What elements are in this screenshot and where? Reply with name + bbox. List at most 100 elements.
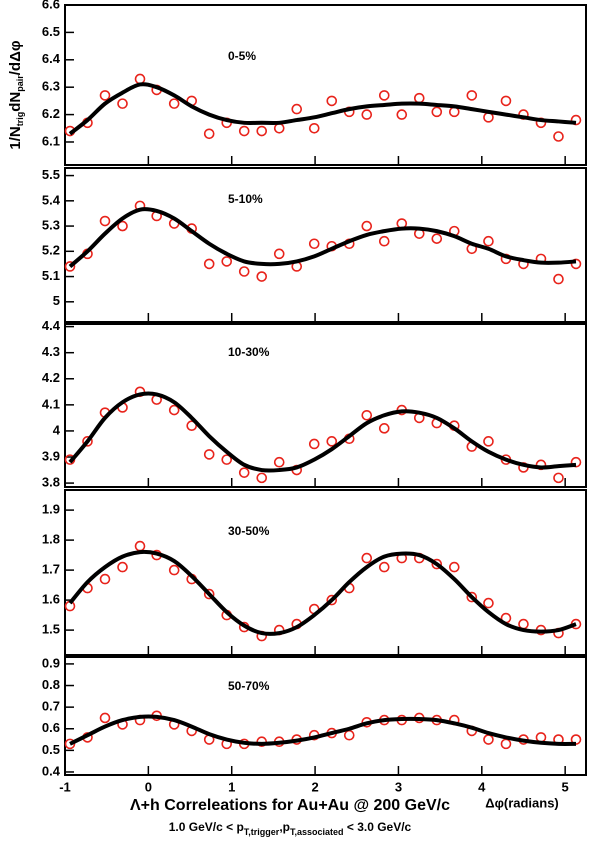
data-point (82, 436, 93, 447)
x-tick-label: 1 (228, 779, 235, 794)
subtitle-part: 1.0 GeV/c < p (169, 820, 244, 834)
data-point (117, 220, 128, 232)
y-tick-label: 1.6 (42, 592, 60, 607)
data-point (273, 456, 285, 468)
data-point (221, 454, 233, 465)
fit-curve (68, 549, 577, 636)
data-point (117, 561, 128, 573)
y-tick-label: 5.4 (42, 192, 61, 207)
data-point (343, 729, 355, 741)
data-point (308, 438, 320, 450)
data-point (483, 235, 494, 247)
data-point (483, 597, 494, 609)
data-point (256, 736, 268, 748)
y-tick-label: 0.5 (42, 742, 60, 757)
data-point (238, 266, 250, 277)
data-point (431, 106, 443, 118)
data-point (238, 125, 250, 137)
data-point (326, 594, 338, 606)
data-point (221, 256, 233, 267)
fit-curve (68, 82, 577, 136)
data-point (134, 73, 146, 85)
data-point (326, 95, 338, 107)
y-label-part: dN (7, 92, 24, 112)
x-tick-label: 4 (478, 779, 486, 794)
data-point (256, 271, 268, 282)
data-point (466, 90, 478, 101)
y-tick-label: 3.9 (42, 448, 60, 463)
x-axis-label: Δφ(radians) (485, 795, 559, 810)
data-point (378, 561, 390, 573)
x-tick-label: -1 (59, 779, 71, 794)
y-label-sub: pair (15, 75, 25, 92)
data-point (326, 436, 338, 447)
panel-label: 10-30% (228, 345, 270, 359)
panel-label: 50-70% (228, 679, 270, 693)
y-tick-label: 0.8 (42, 677, 60, 692)
data-point (203, 588, 215, 600)
data-point (308, 122, 320, 134)
data-point (203, 128, 215, 140)
data-point (483, 734, 494, 745)
chart-subtitle: 1.0 GeV/c < pT,trigger,pT,associated < 3… (169, 820, 412, 837)
fit-curve (68, 391, 577, 473)
y-tick-label: 6.5 (42, 24, 60, 39)
x-tick-label: 5 (562, 779, 569, 794)
panel-frame (64, 323, 587, 488)
data-point (570, 258, 582, 270)
data-point (168, 404, 180, 416)
x-tick-label: 2 (311, 779, 318, 794)
y-tick-label: 1.5 (42, 622, 60, 637)
data-point (570, 114, 582, 126)
y-label-sub: trig (15, 112, 25, 127)
data-point (273, 122, 285, 134)
y-tick-label: 6.2 (42, 106, 60, 121)
y-tick-label: 1.7 (42, 562, 60, 577)
y-tick-label: 6.1 (42, 133, 60, 148)
data-point (431, 558, 443, 570)
data-point (99, 573, 111, 585)
subtitle-part: ,p (279, 820, 290, 834)
x-tick-label: 3 (395, 779, 402, 794)
data-point (99, 712, 111, 724)
y-tick-label: 5 (53, 293, 60, 308)
y-tick-label: 5.5 (42, 167, 60, 182)
panel-frame (64, 167, 587, 323)
subtitle-sub: T,trigger (244, 827, 280, 837)
y-tick-label: 6.3 (42, 79, 60, 94)
y-tick-label: 4.2 (42, 370, 60, 385)
y-tick-label: 5.1 (42, 268, 60, 283)
data-point (396, 109, 408, 120)
data-point (134, 540, 146, 552)
y-axis-label: 1/NtrigdNpair/dΔφ (7, 40, 25, 149)
data-point (308, 238, 320, 250)
data-point (168, 98, 180, 109)
chart-title: Λ+h Correleations for Au+Au @ 200 GeV/c (130, 797, 450, 814)
data-point (466, 591, 478, 603)
y-tick-label: 4.4 (42, 318, 61, 333)
data-point (431, 233, 443, 244)
data-point (378, 235, 390, 247)
y-tick-label: 5.3 (42, 218, 60, 233)
y-tick-label: 4.1 (42, 396, 60, 411)
data-point (256, 472, 268, 484)
data-point (413, 92, 425, 104)
data-point (361, 109, 373, 120)
data-point (203, 258, 215, 270)
data-point (64, 261, 76, 272)
data-point (361, 220, 373, 232)
data-point (99, 215, 111, 227)
data-point (291, 103, 303, 115)
y-tick-label: 5.2 (42, 243, 60, 258)
panel-label: 0-5% (228, 49, 256, 63)
data-point (553, 472, 564, 484)
data-point (483, 436, 494, 447)
panel-frame (64, 4, 587, 166)
y-tick-label: 4.3 (42, 344, 60, 359)
y-tick-label: 1.8 (42, 532, 60, 547)
data-point (99, 90, 111, 101)
y-tick-label: 1.9 (42, 502, 60, 517)
y-tick-label: 4 (53, 422, 61, 437)
data-point (378, 423, 390, 434)
